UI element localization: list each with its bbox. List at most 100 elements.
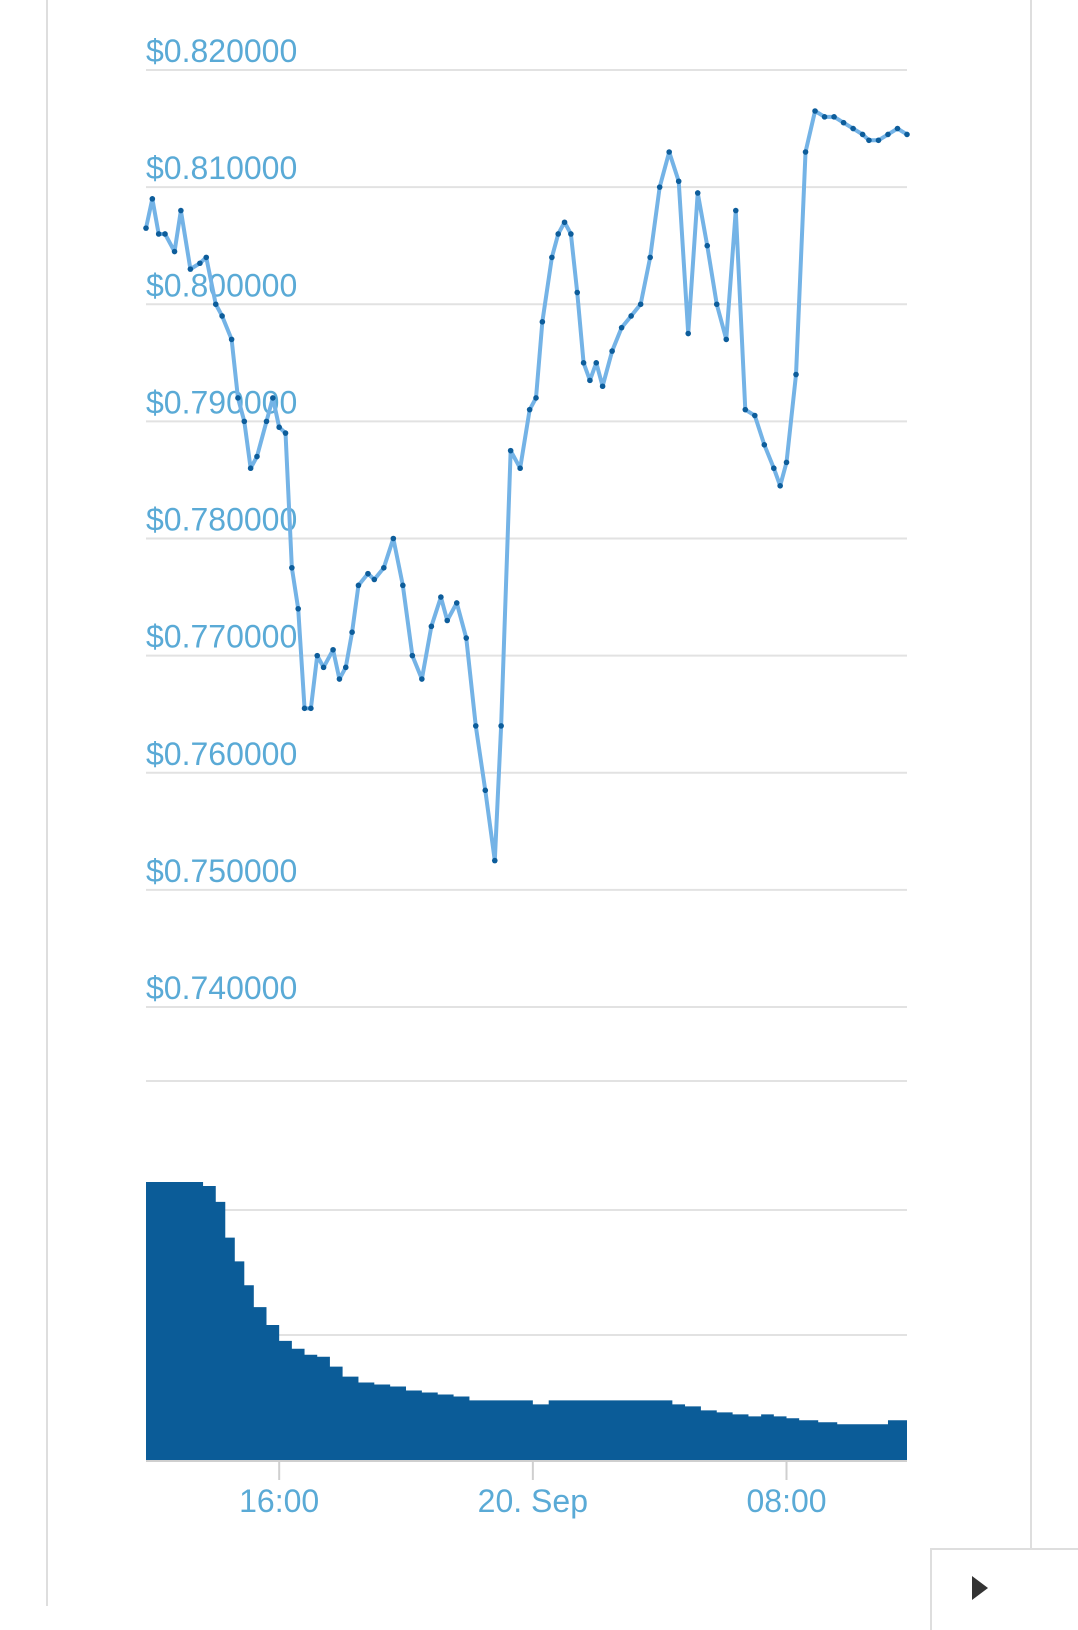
price-point	[203, 254, 210, 261]
price-point	[628, 313, 634, 319]
price-point	[859, 131, 866, 138]
price-point	[187, 266, 194, 272]
price-point	[428, 623, 435, 630]
price-point	[574, 289, 581, 296]
price-point	[609, 348, 615, 354]
scroll-next-panel[interactable]	[930, 1548, 1078, 1630]
price-point	[162, 231, 168, 237]
price-point	[482, 787, 489, 794]
price-y-tick-label: $0.800000	[146, 267, 297, 303]
time-x-axis: 16:00 20. Sep 08:00	[239, 1461, 827, 1519]
price-point	[282, 430, 289, 436]
price-point	[732, 207, 739, 214]
price-point	[365, 570, 371, 577]
price-point	[580, 360, 587, 366]
price-point	[850, 125, 856, 132]
price-point	[197, 260, 203, 267]
price-point	[507, 447, 514, 454]
price-y-axis: $0.820000$0.810000$0.800000$0.790000$0.7…	[146, 33, 297, 1006]
price-point	[320, 664, 327, 671]
price-point	[561, 219, 568, 226]
price-point	[342, 664, 349, 671]
x-tick-label: 20. Sep	[478, 1483, 588, 1519]
price-point	[263, 418, 270, 425]
price-point	[308, 705, 314, 712]
price-point	[295, 605, 302, 612]
price-point	[400, 582, 406, 589]
price-point	[637, 301, 644, 308]
price-point	[314, 652, 321, 659]
price-point	[723, 336, 730, 343]
price-point	[593, 360, 600, 366]
price-y-tick-label: $0.750000	[146, 853, 297, 889]
price-point	[241, 418, 248, 425]
price-point	[685, 330, 692, 337]
price-y-tick-label: $0.820000	[146, 33, 297, 69]
price-point	[171, 248, 178, 255]
price-point	[533, 395, 539, 401]
price-point	[270, 395, 276, 401]
price-point	[656, 184, 663, 190]
price-point	[840, 119, 847, 126]
price-point	[587, 377, 593, 384]
price-point	[289, 564, 295, 571]
price-point	[752, 412, 758, 419]
price-point	[155, 231, 162, 237]
price-point	[254, 453, 260, 460]
price-point	[783, 459, 790, 466]
price-point	[247, 465, 254, 472]
price-line-series	[144, 108, 909, 863]
chevron-right-icon[interactable]	[972, 1576, 988, 1600]
price-point	[555, 231, 562, 237]
price-point	[831, 114, 837, 120]
price-point	[409, 652, 416, 659]
price-point	[143, 225, 149, 231]
price-point	[438, 594, 444, 600]
price-point	[526, 406, 533, 413]
price-point	[419, 676, 425, 682]
price-point	[866, 137, 872, 144]
price-point	[821, 114, 828, 120]
price-points	[143, 108, 910, 864]
price-point	[761, 442, 768, 448]
price-point	[694, 190, 701, 196]
price-point	[390, 535, 397, 542]
price-y-tick-label: $0.810000	[146, 150, 297, 186]
price-point	[276, 424, 282, 431]
x-tick-label: 08:00	[746, 1483, 826, 1519]
volume-area	[146, 1182, 907, 1460]
price-point	[444, 617, 451, 624]
price-point	[330, 646, 336, 653]
price-point	[599, 383, 606, 390]
price-point	[472, 723, 479, 729]
price-point	[336, 676, 343, 682]
price-point	[793, 371, 799, 378]
price-point	[885, 131, 891, 138]
price-point	[647, 254, 653, 261]
price-point	[517, 465, 523, 472]
price-point	[875, 137, 882, 144]
price-gridlines	[146, 69, 907, 1008]
price-point	[704, 242, 711, 249]
price-point	[777, 482, 783, 489]
price-y-tick-label: $0.780000	[146, 502, 297, 538]
price-point	[371, 576, 378, 583]
volume-area-path	[146, 1182, 907, 1460]
price-point	[771, 465, 777, 472]
price-point	[349, 629, 355, 635]
price-y-tick-label: $0.760000	[146, 736, 297, 772]
price-point	[549, 254, 555, 261]
price-y-tick-label: $0.740000	[146, 970, 297, 1006]
price-point	[178, 207, 184, 214]
price-point	[301, 705, 308, 712]
price-point	[498, 723, 504, 729]
price-point	[539, 319, 546, 325]
price-point	[228, 336, 235, 343]
x-tick-label: 16:00	[239, 1483, 319, 1519]
price-y-tick-label: $0.770000	[146, 619, 297, 655]
price-point	[355, 582, 362, 589]
price-point	[904, 131, 910, 138]
price-point	[802, 149, 809, 155]
price-point	[675, 178, 682, 185]
